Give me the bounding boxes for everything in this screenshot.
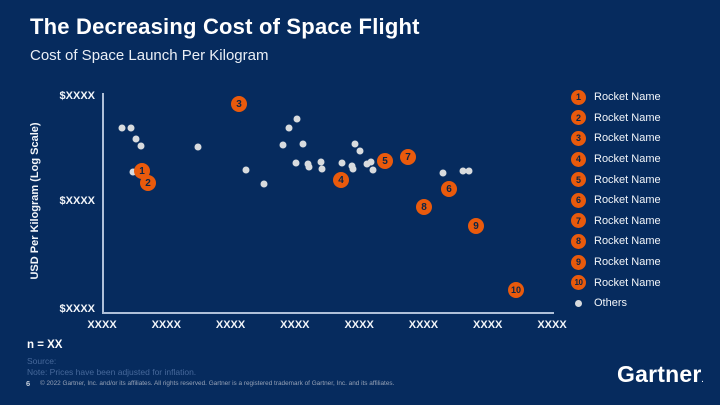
legend-marker-rocket-7: 7 [571, 213, 586, 229]
source-label: Source: [27, 356, 57, 366]
scatter-point-other [439, 169, 447, 177]
scatter-point-other [369, 166, 377, 174]
scatter-point-other [356, 147, 364, 155]
scatter-point-other [260, 180, 268, 188]
scatter-point-other [129, 168, 137, 176]
y-tick-label: $XXXX [59, 195, 95, 207]
legend-item-7: 7 Rocket Name [571, 211, 716, 232]
legend-marker-others [575, 299, 582, 307]
x-tick-label: XXXX [537, 319, 567, 331]
legend-item-4: 4 Rocket Name [571, 149, 716, 170]
x-tick-label: XXXX [473, 319, 503, 331]
scatter-point-other [293, 115, 301, 123]
copyright-text: © 2022 Gartner, Inc. and/or its affiliat… [40, 380, 395, 387]
legend-item-1: 1 Rocket Name [571, 87, 716, 108]
gartner-logo: Gartner. [617, 361, 704, 387]
scatter-point-other [132, 135, 140, 143]
legend-item-label: Rocket Name [594, 111, 661, 124]
chart-legend: 1 Rocket Name 2 Rocket Name 3 Rocket Name 4 Roc… [571, 87, 716, 314]
scatter-point-rocket-9: 9 [468, 218, 484, 234]
slide-title: The Decreasing Cost of Space Flight [30, 14, 420, 39]
x-tick-label: XXXX [151, 319, 181, 331]
y-axis-line [102, 93, 104, 314]
scatter-point-rocket-4: 4 [333, 172, 349, 188]
scatter-point-other [338, 159, 346, 167]
x-tick-label: XXXX [87, 319, 117, 331]
legend-marker-rocket-6: 6 [571, 192, 586, 208]
scatter-point-other [305, 163, 313, 171]
scatter-point-other [349, 165, 357, 173]
scatter-point-other [299, 140, 307, 148]
trademark-mark: . [701, 377, 704, 384]
legend-marker-rocket-9: 9 [571, 254, 586, 270]
legend-item-8: 8 Rocket Name [571, 231, 716, 252]
legend-item-label: Rocket Name [594, 214, 661, 227]
scatter-point-other [279, 141, 287, 149]
legend-marker-rocket-3: 3 [571, 130, 586, 146]
legend-item-others: Others [571, 293, 716, 314]
y-tick-label: $XXXX [59, 303, 95, 315]
scatter-point-other [351, 140, 359, 148]
x-axis-line [102, 312, 554, 314]
scatter-point-other [118, 124, 126, 132]
legend-item-10: 10 Rocket Name [571, 272, 716, 293]
scatter-point-other [465, 167, 473, 175]
legend-item-label: Rocket Name [594, 153, 661, 166]
scatter-point-other [459, 167, 467, 175]
legend-item-label: Rocket Name [594, 132, 661, 145]
scatter-point-rocket-7: 7 [400, 149, 416, 165]
x-tick-label: XXXX [215, 319, 246, 331]
scatter-point-rocket-10: 10 [508, 282, 524, 298]
scatter-point-other [242, 166, 250, 174]
legend-item-2: 2 Rocket Name [571, 108, 716, 129]
legend-item-5: 5 Rocket Name [571, 169, 716, 190]
legend-marker-rocket-10: 10 [571, 275, 586, 291]
legend-item-9: 9 Rocket Name [571, 252, 716, 273]
x-tick-label: XXXX [408, 319, 439, 331]
legend-marker-rocket-1: 1 [571, 89, 586, 105]
scatter-point-rocket-8: 8 [416, 199, 432, 215]
sample-size-label: n = XX [27, 339, 63, 351]
legend-marker-rocket-8: 8 [571, 233, 586, 249]
legend-item-label: Others [594, 297, 628, 310]
legend-marker-rocket-4: 4 [571, 151, 586, 167]
scatter-point-other [292, 159, 300, 167]
note-label: Note: Prices have been adjusted for infl… [27, 366, 197, 377]
scatter-point-other [137, 142, 145, 150]
scatter-point-rocket-5: 5 [377, 153, 393, 169]
legend-item-label: Rocket Name [594, 194, 661, 207]
x-tick-label: XXXX [280, 319, 310, 331]
legend-item-label: Rocket Name [594, 91, 661, 104]
scatter-point-other [317, 158, 325, 166]
legend-item-6: 6 Rocket Name [571, 190, 716, 211]
legend-item-3: 3 Rocket Name [571, 128, 716, 149]
legend-item-label: Rocket Name [594, 276, 661, 289]
scatter-point-rocket-6: 6 [441, 181, 457, 197]
scatter-point-other [318, 165, 326, 173]
legend-marker-rocket-5: 5 [571, 172, 586, 188]
x-tick-label: XXXX [344, 319, 374, 331]
slide-subtitle: Cost of Space Launch Per Kilogram [30, 47, 269, 64]
scatter-point-rocket-3: 3 [231, 96, 247, 112]
scatter-point-other [127, 124, 135, 132]
legend-item-label: Rocket Name [594, 235, 661, 248]
scatter-point-rocket-2: 2 [140, 175, 156, 191]
scatter-point-other [194, 143, 202, 151]
legend-item-label: Rocket Name [594, 256, 661, 269]
legend-item-label: Rocket Name [594, 173, 661, 186]
scatter-point-other [363, 160, 371, 168]
scatter-point-other [285, 124, 293, 132]
page-number: 6 [26, 378, 31, 388]
scatter-point-other [367, 158, 375, 166]
y-tick-label: $XXXX [59, 90, 95, 102]
legend-marker-rocket-2: 2 [571, 110, 586, 126]
